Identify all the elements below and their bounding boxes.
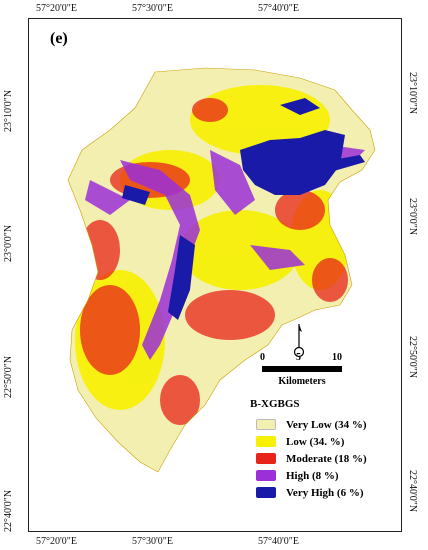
lon-label-top-1: 57°20'0"E — [36, 3, 77, 14]
scale-bar: 0 5 10 Kilometers — [260, 352, 342, 387]
legend: B-XGBGS Very Low (34 %) Low (34. %) Mode… — [250, 398, 410, 501]
legend-label-high: High (8 %) — [286, 469, 339, 482]
legend-item-low: Low (34. %) — [250, 433, 410, 450]
north-arrow-icon — [293, 324, 305, 358]
legend-title: B-XGBGS — [250, 398, 300, 410]
legend-item-moderate: Moderate (18 %) — [250, 450, 410, 467]
scale-tick-0: 0 — [260, 352, 265, 363]
panel-label: (e) — [50, 30, 68, 47]
lon-label-bottom-1: 57°20'0"E — [36, 536, 77, 547]
scale-bar-graphic — [262, 366, 342, 372]
legend-label-very-low: Very Low (34 %) — [286, 418, 367, 431]
legend-swatch-low — [256, 436, 276, 447]
legend-swatch-very-low — [256, 419, 276, 430]
legend-label-moderate: Moderate (18 %) — [286, 452, 367, 465]
legend-label-very-high: Very High (6 %) — [286, 486, 364, 499]
legend-swatch-moderate — [256, 453, 276, 464]
lon-label-bottom-3: 57°40'0"E — [258, 536, 299, 547]
legend-swatch-high — [256, 470, 276, 481]
legend-label-low: Low (34. %) — [286, 435, 345, 448]
scale-unit: Kilometers — [278, 376, 326, 387]
legend-item-very-high: Very High (6 %) — [250, 484, 410, 501]
scale-tick-10: 10 — [332, 352, 342, 363]
lon-label-top-2: 57°30'0"E — [132, 3, 173, 14]
legend-swatch-very-high — [256, 487, 276, 498]
legend-item-high: High (8 %) — [250, 467, 410, 484]
lon-label-bottom-2: 57°30'0"E — [132, 536, 173, 547]
lon-label-top-3: 57°40'0"E — [258, 3, 299, 14]
legend-item-very-low: Very Low (34 %) — [250, 416, 410, 433]
scale-tick-5: 5 — [296, 352, 301, 363]
